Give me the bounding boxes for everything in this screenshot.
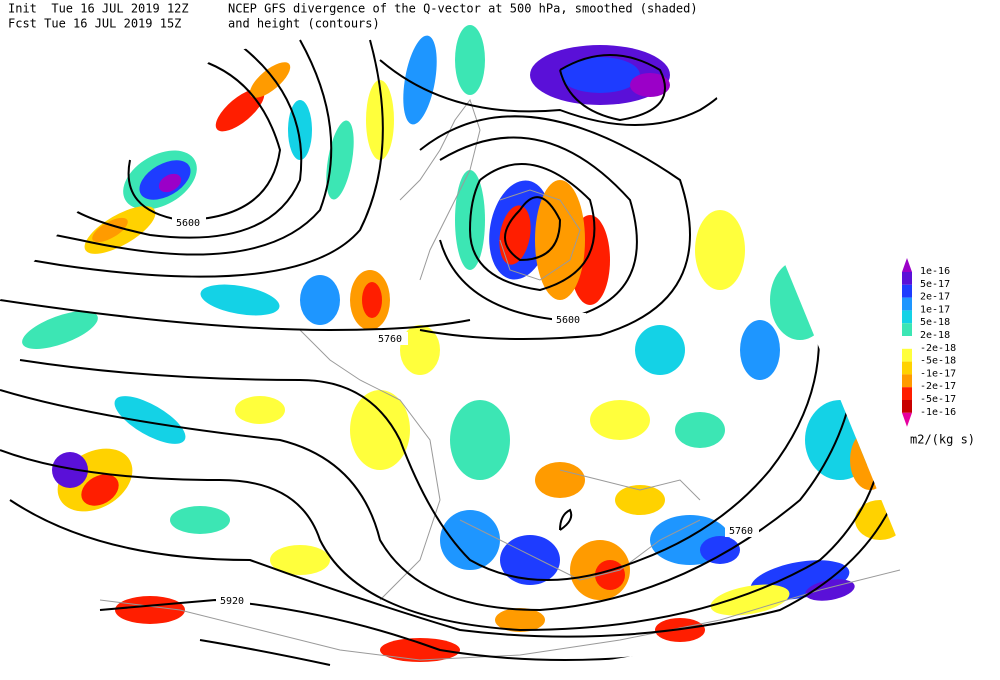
field-blob <box>366 80 394 160</box>
field-blob <box>500 535 560 585</box>
contour-label: 5920 <box>220 596 244 607</box>
legend-label: -2e-17 <box>920 381 956 392</box>
field-blob <box>403 35 437 125</box>
field-blob <box>300 275 340 325</box>
field-blob <box>770 260 830 340</box>
field-blob <box>215 88 265 132</box>
contour-label: 5760 <box>729 526 753 537</box>
field-blob <box>350 390 410 470</box>
legend-swatch <box>902 323 912 336</box>
legend-swatch <box>902 336 912 349</box>
map-title: NCEP GFS divergence of the Q-vector at 5… <box>228 2 698 16</box>
contour-label-box <box>172 216 206 229</box>
contour-label: 5600 <box>556 315 580 326</box>
field-blob <box>326 120 354 200</box>
field-blob <box>635 325 685 375</box>
field-blob <box>114 396 186 444</box>
field-blob <box>695 210 745 290</box>
field-blob <box>22 311 98 349</box>
legend-swatch <box>902 374 912 388</box>
legend-label: 5e-17 <box>920 279 950 290</box>
legend-swatch <box>902 400 912 413</box>
legend-swatch <box>902 361 912 375</box>
contour-label-box <box>216 594 250 607</box>
legend-swatch <box>902 284 912 298</box>
field-blob <box>115 596 185 624</box>
field-blob <box>798 200 842 240</box>
field-blob <box>362 282 382 318</box>
legend-swatch <box>902 272 912 285</box>
map-subtitle: and height (contours) <box>228 17 380 31</box>
contour-labels: 5600 5760 5600 5760 5920 <box>172 216 759 607</box>
field-blob <box>158 173 182 193</box>
field-blob <box>249 62 291 98</box>
legend-label: 1e-17 <box>920 304 950 315</box>
legend-arrow-top <box>902 258 912 272</box>
contour-label: 5760 <box>378 334 402 345</box>
field-blob <box>92 217 128 243</box>
legend-arrow-bottom <box>902 412 912 427</box>
field-blob <box>740 320 780 380</box>
field-blob <box>450 400 510 480</box>
legend-label: 2e-18 <box>920 330 950 341</box>
field-blob <box>700 536 740 564</box>
field-blob <box>270 545 330 575</box>
field-blob <box>710 584 790 616</box>
field-blob <box>499 205 531 265</box>
field-blob <box>630 73 670 97</box>
legend-swatch <box>902 348 912 362</box>
contour-label-box <box>374 332 408 345</box>
field-blob <box>615 485 665 515</box>
field-blob <box>495 608 545 632</box>
legend-label: -1e-17 <box>920 368 956 379</box>
field-blob <box>440 510 500 570</box>
forecast-time: Fcst Tue 16 JUL 2019 15Z <box>8 17 181 31</box>
field-blob <box>535 180 585 300</box>
field-blob <box>675 412 725 448</box>
coastlines <box>99 98 901 661</box>
legend-swatch <box>902 310 912 324</box>
contour-label-box <box>552 313 586 326</box>
legend-label: 2e-17 <box>920 292 950 303</box>
field-blob <box>455 25 485 95</box>
field-blob <box>535 462 585 498</box>
field-blob <box>590 400 650 440</box>
legend-swatch <box>902 297 912 311</box>
legend-label: -5e-17 <box>920 394 956 405</box>
field-blob <box>235 396 285 424</box>
legend-label: -5e-18 <box>920 356 956 367</box>
field-blob <box>850 430 890 490</box>
legend-label: -1e-16 <box>920 407 956 418</box>
field-blob <box>170 506 230 534</box>
legend-units: m2/(kg s) <box>910 433 975 447</box>
legend-label: 1e-16 <box>920 266 950 277</box>
legend-label: -2e-18 <box>920 343 956 354</box>
field-blob <box>380 638 460 662</box>
legend-label: 5e-18 <box>920 317 950 328</box>
field-blob <box>52 452 88 488</box>
legend-swatch <box>902 387 912 400</box>
field-blob <box>200 284 280 316</box>
field-blob <box>81 474 119 506</box>
init-time: Init Tue 16 JUL 2019 12Z <box>8 2 189 16</box>
field-blob <box>560 57 640 93</box>
field-blob <box>400 325 440 375</box>
contour-label: 5600 <box>176 218 200 229</box>
contour-label-box <box>725 524 759 537</box>
